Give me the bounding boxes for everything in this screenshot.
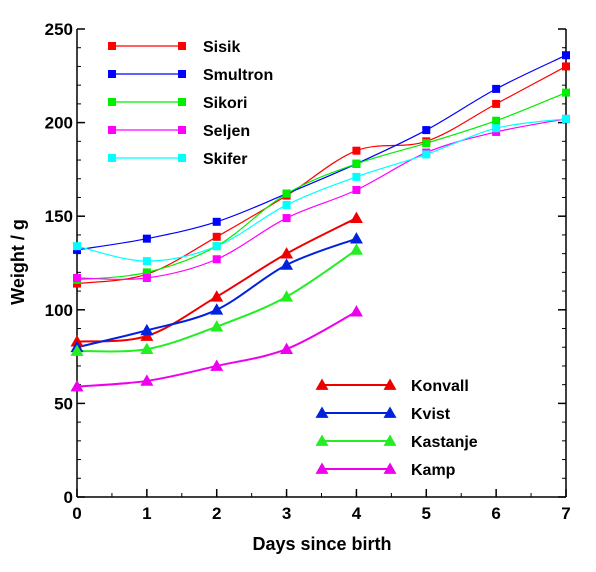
data-point-seljen — [142, 273, 151, 282]
legend-square-series: Sisik Smultron Sikori Seljen Skifer — [108, 39, 273, 168]
x-tick-label: 7 — [561, 504, 570, 523]
legend-label-skifer: Skifer — [203, 151, 247, 168]
y-tick-label: 200 — [45, 114, 73, 133]
data-point-kamp — [349, 305, 363, 317]
data-point-smultron — [212, 217, 221, 226]
legend-marker-skifer — [178, 154, 186, 162]
data-point-smultron — [422, 126, 431, 135]
data-point-skifer — [282, 200, 291, 209]
data-point-skifer — [492, 124, 501, 133]
legend-marker-kvist — [315, 406, 329, 418]
data-point-kvist — [349, 232, 363, 244]
series-line-sikori — [76, 92, 567, 281]
data-point-sikori — [492, 116, 501, 125]
y-tick-label: 250 — [45, 20, 73, 39]
data-point-seljen — [282, 214, 291, 223]
legend-label-kastanje: Kastanje — [411, 434, 478, 451]
y-tick-label: 0 — [64, 488, 73, 507]
y-axis-title: Weight / g — [8, 219, 28, 305]
legend-marker-konvall — [383, 378, 397, 390]
data-point-kamp — [280, 342, 294, 354]
data-point-kamp — [210, 359, 224, 371]
x-tick-label: 5 — [422, 504, 431, 523]
data-point-skifer — [212, 242, 221, 251]
legend-label-sisik: Sisik — [203, 39, 240, 56]
legend-marker-kamp — [315, 462, 329, 474]
data-point-sikori — [352, 159, 361, 168]
legend-triangle-series: Konvall Kvist Kastanje Kamp — [315, 378, 478, 479]
series-markers — [70, 51, 570, 392]
legend-marker-konvall — [315, 378, 329, 390]
series-line-skifer — [76, 118, 567, 262]
data-point-skifer — [73, 242, 81, 251]
data-point-smultron — [492, 84, 501, 93]
data-point-kvist — [280, 258, 294, 270]
data-point-smultron — [562, 51, 570, 60]
data-point-sikori — [142, 268, 151, 277]
data-point-kvist — [140, 323, 154, 336]
legend-marker-sikori — [178, 98, 186, 106]
legend-marker-kamp — [383, 462, 397, 474]
series-line-seljen — [76, 118, 567, 280]
data-point-sisik — [562, 62, 570, 71]
series-line-sisik — [76, 65, 567, 285]
legend-label-konvall: Konvall — [411, 378, 469, 395]
data-point-konvall — [280, 247, 294, 259]
legend-marker-skifer — [108, 154, 116, 162]
data-point-skifer — [422, 150, 431, 159]
data-point-sikori — [562, 88, 570, 97]
y-tick-label: 50 — [54, 394, 73, 413]
legend-marker-sikori — [108, 98, 116, 106]
axes: 0 50 100 150 200 250 0 1 2 3 4 5 6 7 — [45, 20, 571, 523]
x-tick-label: 0 — [72, 504, 81, 523]
data-point-seljen — [212, 255, 221, 264]
legend-label-kvist: Kvist — [411, 406, 451, 423]
data-point-konvall — [349, 211, 363, 223]
data-point-skifer — [352, 172, 361, 181]
x-tick-label: 6 — [491, 504, 500, 523]
legend-marker-seljen — [178, 126, 186, 134]
series-line-smultron — [76, 54, 567, 251]
legend-label-smultron: Smultron — [203, 67, 273, 84]
data-point-kastanje — [349, 243, 363, 255]
data-point-skifer — [142, 257, 151, 266]
x-tick-label: 2 — [212, 504, 221, 523]
legend-marker-sisik — [178, 42, 186, 50]
data-point-sikori — [422, 139, 431, 148]
legend-marker-smultron — [178, 70, 186, 78]
legend-marker-smultron — [108, 70, 116, 78]
legend-marker-seljen — [108, 126, 116, 134]
legend-label-sikori: Sikori — [203, 95, 247, 112]
data-point-seljen — [73, 273, 81, 282]
data-point-kastanje — [70, 344, 84, 356]
data-point-kastanje — [210, 320, 224, 332]
data-point-sisik — [492, 99, 501, 108]
data-point-sisik — [352, 146, 361, 155]
data-point-skifer — [562, 114, 570, 123]
legend-marker-kvist — [383, 406, 397, 418]
y-tick-label: 150 — [45, 207, 73, 226]
data-point-kamp — [70, 380, 84, 392]
data-point-kastanje — [280, 290, 294, 302]
legend-label-kamp: Kamp — [411, 462, 456, 479]
data-point-konvall — [210, 290, 224, 302]
data-point-kamp — [140, 374, 154, 386]
data-point-kastanje — [140, 342, 154, 354]
data-point-smultron — [142, 234, 151, 243]
x-axis-title: Days since birth — [252, 534, 391, 554]
x-tick-label: 3 — [282, 504, 291, 523]
x-tick-label: 1 — [142, 504, 151, 523]
data-point-sikori — [282, 189, 291, 198]
legend-label-seljen: Seljen — [203, 123, 250, 140]
legend-marker-kastanje — [315, 434, 329, 446]
y-tick-label: 100 — [45, 301, 73, 320]
legend-marker-kastanje — [383, 434, 397, 446]
x-tick-label: 4 — [352, 504, 362, 523]
legend-marker-sisik — [108, 42, 116, 50]
data-point-kvist — [210, 303, 224, 315]
data-point-sisik — [212, 232, 221, 241]
data-point-seljen — [352, 185, 361, 194]
